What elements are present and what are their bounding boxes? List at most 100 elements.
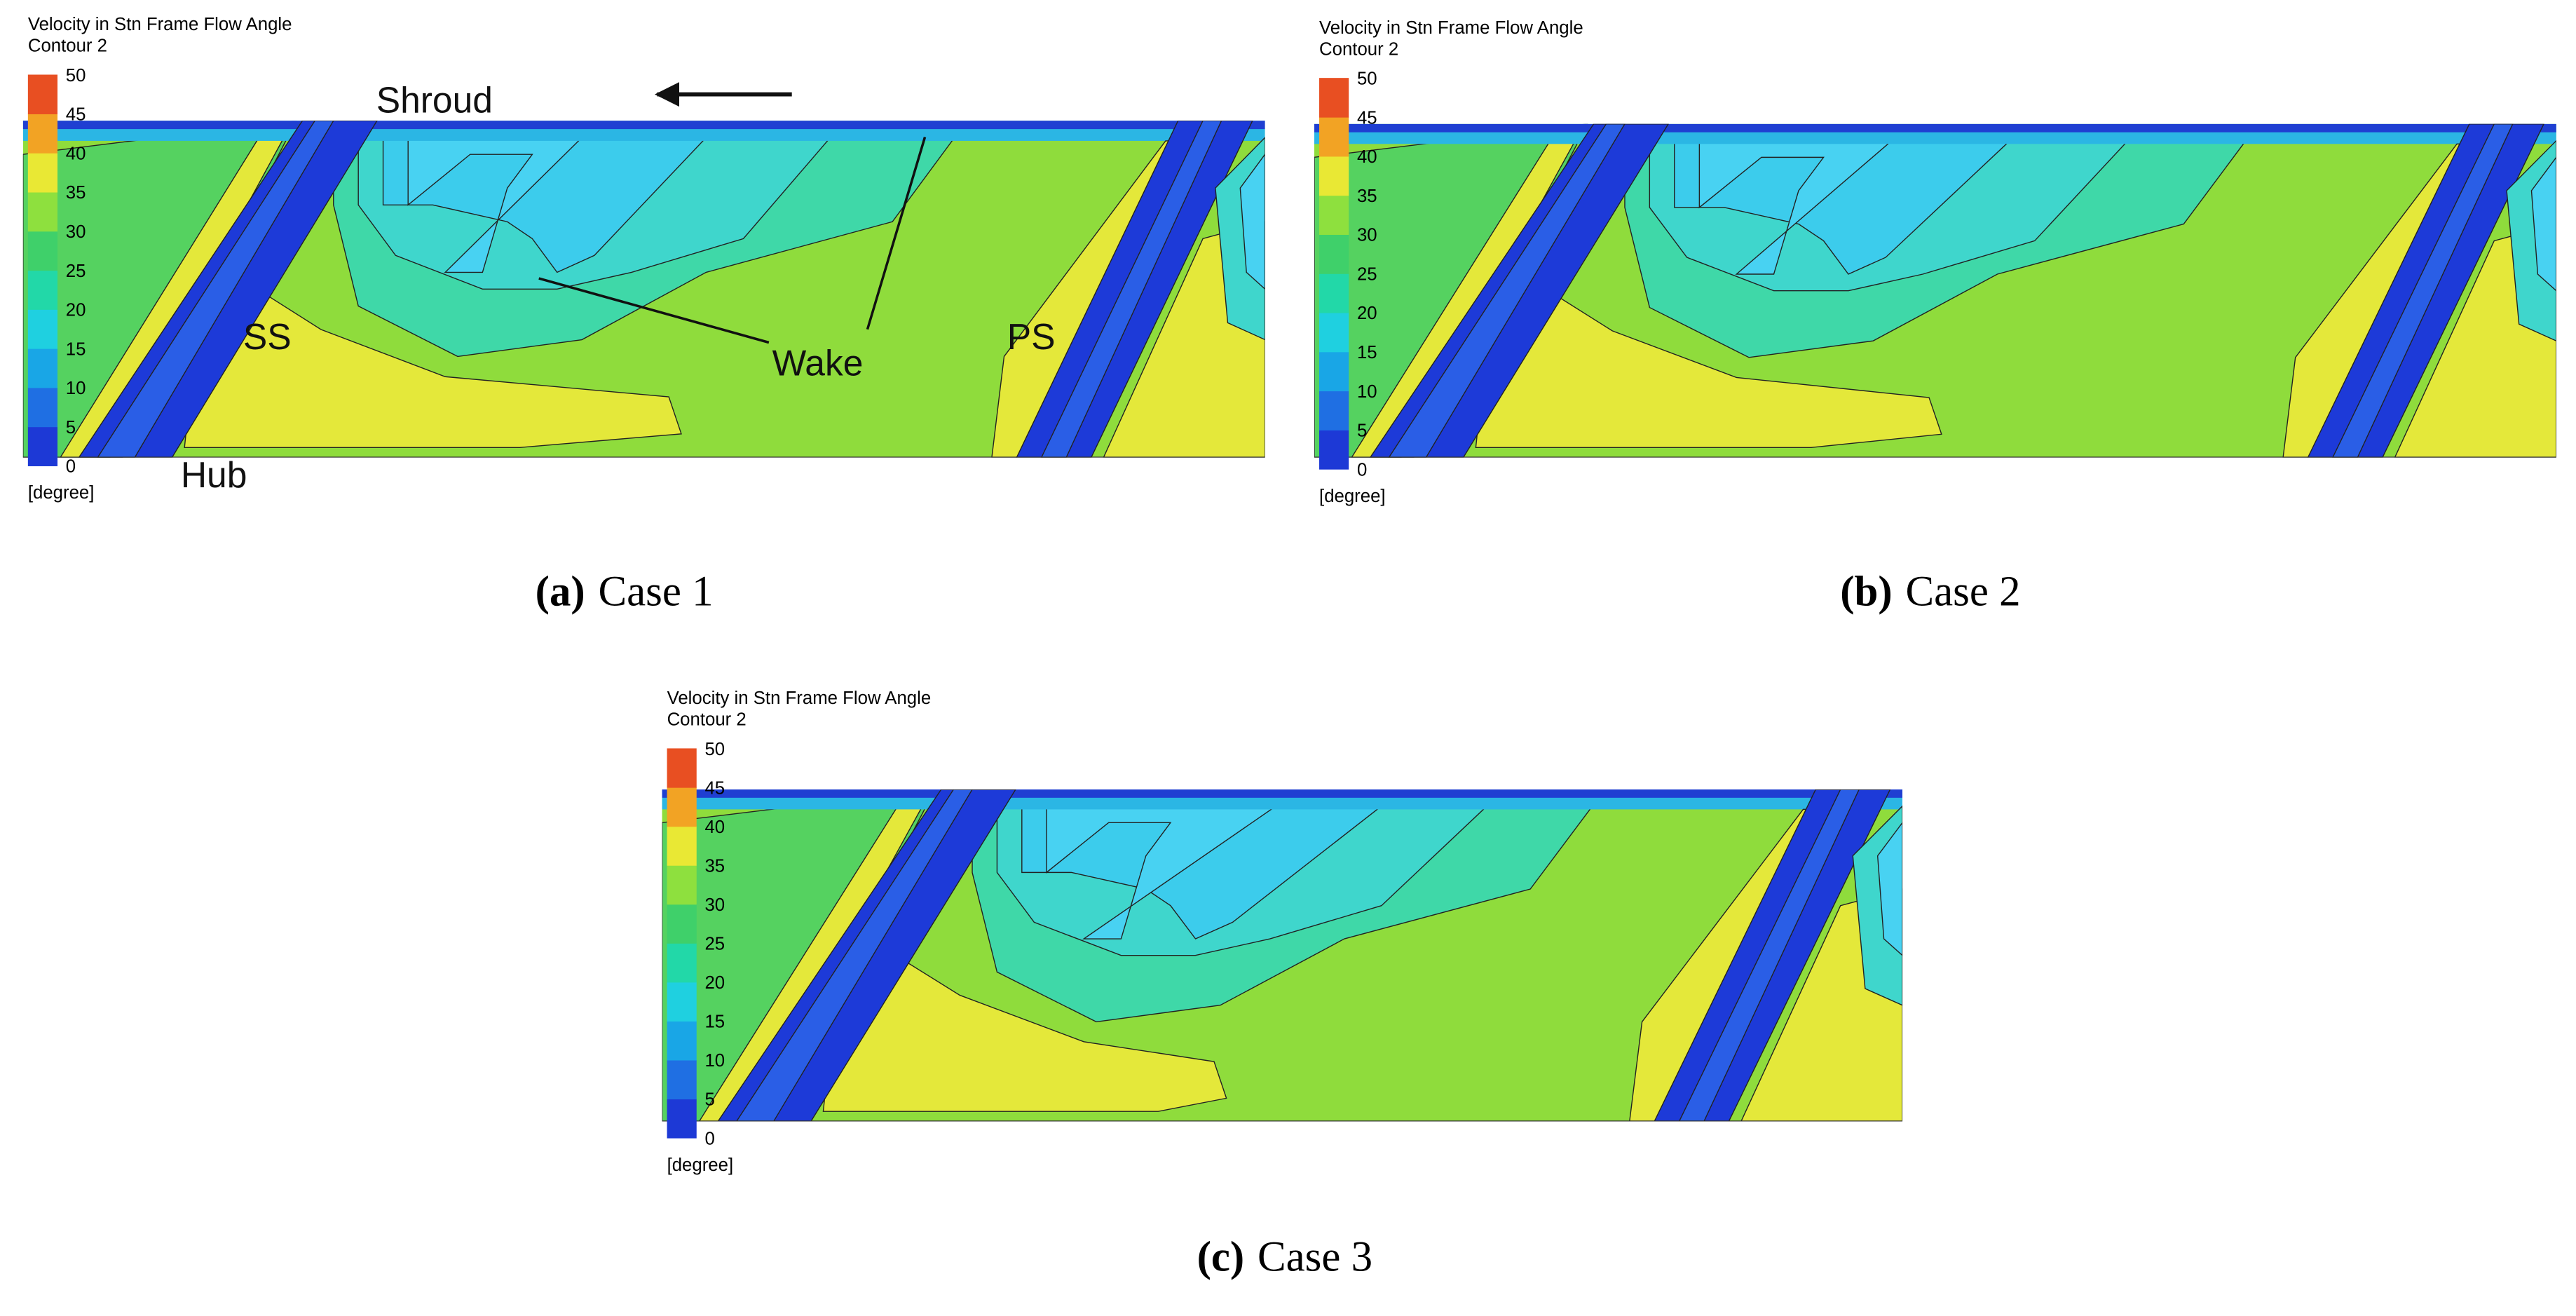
colorbar-tick-label: 15: [1357, 343, 1377, 362]
legend-unit: [degree]: [28, 483, 95, 503]
annotation: SS: [243, 316, 292, 357]
wake: [1674, 140, 2012, 275]
colorbar-segment: [1319, 156, 1349, 196]
colorbar-tick-label: 20: [1357, 304, 1377, 323]
wake: [1021, 805, 1383, 939]
colorbar-tick-label: 20: [704, 973, 725, 993]
colorbar-segment: [667, 943, 697, 983]
colorbar-tick-label: 25: [704, 935, 725, 954]
colorbar-segment: [27, 348, 58, 388]
colorbar-segment: [27, 426, 58, 466]
wake: [1046, 805, 1278, 939]
annotation: Shroud: [376, 79, 493, 120]
colorbar-segment: [1319, 195, 1349, 235]
colorbar-segment: [1319, 351, 1349, 392]
colorbar-tick-label: 10: [66, 379, 86, 398]
colorbar-tick-label: 0: [704, 1129, 714, 1148]
caption-label: (b): [1840, 569, 1892, 616]
wake: [1698, 140, 1893, 275]
wake: [407, 137, 583, 273]
colorbar-segment: [1319, 312, 1349, 353]
legend-title: Velocity in Stn Frame Flow Angle: [1319, 18, 1583, 38]
blade-edge: [97, 121, 334, 458]
legend-subtitle: Contour 2: [1319, 39, 1398, 59]
colorbar-segment: [27, 191, 58, 232]
colorbar-segment: [1319, 78, 1349, 118]
colorbar-tick-label: 25: [1357, 264, 1377, 284]
legend-title: Velocity in Stn Frame Flow Angle: [667, 688, 932, 708]
caption-text: Case 2: [1905, 569, 2020, 616]
colorbar-segment: [667, 982, 697, 1022]
colorbar-tick-label: 50: [66, 66, 86, 86]
blade-edge: [2332, 123, 2514, 458]
wake-pointer: [866, 137, 927, 330]
colorbar-tick-label: 10: [1357, 382, 1377, 402]
colorbar-tick-label: 30: [704, 895, 725, 915]
colorbar-tick-label: 35: [1357, 186, 1377, 206]
colorbar-tick-label: 50: [704, 740, 725, 759]
region: [2530, 156, 2556, 292]
shroud-band: [1314, 123, 2556, 133]
shroud-band: [22, 121, 1265, 130]
colorbar-segment: [667, 787, 697, 827]
colorbar-segment: [1319, 430, 1349, 470]
caption-label: (c): [1197, 1234, 1245, 1281]
colorbar-segment: [27, 309, 58, 349]
legend-unit: [degree]: [1319, 487, 1386, 506]
region: [1239, 153, 1265, 290]
legend-subtitle: Contour 2: [667, 710, 747, 730]
annotation: PS: [1007, 316, 1056, 357]
colorbar-tick-label: 25: [66, 262, 86, 281]
colorbar-segment: [667, 1059, 697, 1100]
colorbar-tick-label: 35: [704, 856, 725, 876]
contour-plot: [662, 789, 1903, 1122]
contour-plot: [1314, 123, 2556, 458]
colorbar-segment: [667, 865, 697, 905]
colorbar-segment: [667, 1099, 697, 1139]
colorbar-tick-label: 0: [66, 457, 76, 477]
colorbar-tick-label: 10: [704, 1051, 725, 1071]
colorbar-segment: [667, 826, 697, 866]
colorbar-tick-label: 45: [704, 778, 725, 798]
caption: (a) Case 1: [536, 569, 714, 616]
legend-unit: [degree]: [667, 1155, 734, 1175]
colorbar-segment: [27, 114, 58, 154]
wake: [382, 137, 707, 273]
colorbar-segment: [27, 387, 58, 428]
colorbar-segment: [27, 270, 58, 310]
colorbar-tick-label: 30: [1357, 226, 1377, 245]
colorbar-tick-label: 40: [704, 818, 725, 837]
colorbar-tick-label: 45: [66, 105, 86, 125]
colorbar-tick-label: 30: [66, 222, 86, 242]
annotation: Wake: [772, 342, 864, 383]
colorbar-segment: [27, 74, 58, 114]
colorbar-segment: [1319, 234, 1349, 274]
caption-text: Case 3: [1258, 1234, 1372, 1281]
caption-label: (a): [536, 569, 585, 616]
legend-subtitle: Contour 2: [28, 36, 107, 56]
caption: (c) Case 3: [1197, 1234, 1373, 1281]
colorbar-segment: [1319, 116, 1349, 157]
colorbar-tick-label: 15: [66, 339, 86, 359]
colorbar-tick-label: 5: [1357, 421, 1367, 441]
colorbar-tick-label: 45: [1357, 108, 1377, 128]
colorbar-tick-label: 15: [704, 1012, 725, 1032]
colorbar-tick-label: 5: [66, 418, 76, 437]
region: [1876, 822, 1903, 956]
legend-title: Velocity in Stn Frame Flow Angle: [28, 15, 292, 34]
colorbar-segment: [667, 1021, 697, 1061]
colorbar-segment: [27, 153, 58, 193]
colorbar-tick-label: 40: [66, 144, 86, 163]
wake-pointer: [538, 277, 770, 344]
colorbar-tick-label: 0: [1357, 460, 1367, 480]
colorbar-segment: [667, 748, 697, 788]
colorbar-tick-label: 35: [66, 183, 86, 203]
blade-edge: [1388, 123, 1626, 458]
colorbar-segment: [667, 904, 697, 944]
caption: (b) Case 2: [1840, 569, 2020, 616]
contour-plot: [22, 121, 1265, 458]
colorbar-tick-label: 20: [66, 301, 86, 320]
blade-edge: [1678, 789, 1860, 1122]
